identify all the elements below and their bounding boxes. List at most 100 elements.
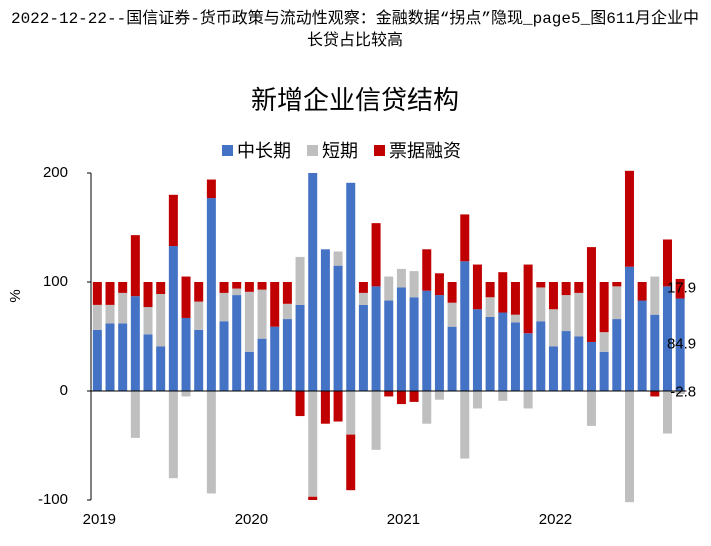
bar	[118, 323, 128, 391]
bar	[244, 351, 254, 391]
bar	[320, 249, 330, 391]
bar	[460, 391, 470, 459]
bar	[675, 298, 685, 391]
bar	[460, 261, 470, 391]
data-label: 84.9	[667, 336, 696, 353]
bar	[650, 314, 660, 391]
bar	[599, 282, 609, 333]
bar	[143, 307, 153, 335]
bar	[358, 282, 368, 293]
bar	[586, 247, 596, 342]
bar	[358, 292, 368, 305]
bar	[333, 251, 343, 266]
bar	[612, 282, 622, 287]
bar	[561, 295, 571, 332]
bar	[384, 300, 394, 391]
bar	[295, 304, 305, 391]
bar	[498, 391, 508, 401]
bar	[130, 391, 140, 438]
bar	[447, 302, 457, 327]
bar	[599, 332, 609, 352]
bar	[371, 286, 381, 391]
bar	[586, 391, 596, 426]
bar	[523, 264, 533, 334]
bar	[244, 291, 254, 352]
bar	[485, 316, 495, 391]
y-tick-label: 100	[43, 273, 68, 290]
bar	[523, 333, 533, 391]
bar	[548, 346, 558, 391]
bar	[92, 329, 102, 391]
bar	[358, 304, 368, 391]
bar	[295, 256, 305, 305]
bar	[105, 304, 115, 324]
bar	[308, 391, 318, 497]
bar	[181, 276, 191, 318]
bar	[384, 391, 394, 397]
bar	[422, 290, 432, 391]
bar	[472, 309, 482, 391]
bar	[434, 295, 444, 391]
legend-swatch	[374, 145, 385, 156]
bar	[624, 391, 634, 503]
bar	[257, 282, 267, 290]
bar	[574, 282, 584, 293]
bar	[346, 182, 356, 391]
bar	[650, 276, 660, 315]
bar	[612, 319, 622, 391]
legend-label: 短期	[322, 141, 358, 161]
page-title: 2022-12-22--国信证券-货币政策与流动性观察：金融数据“拐点”隐现_p…	[10, 10, 700, 50]
legend-swatch	[222, 145, 233, 156]
bar	[92, 282, 102, 305]
bar	[308, 173, 318, 391]
x-tick-label: 2022	[539, 511, 572, 528]
bar	[194, 282, 204, 302]
data-label: -2.8	[670, 383, 696, 400]
bar	[308, 496, 318, 500]
chart-title: 新增企业信贷结构	[251, 85, 459, 115]
bar	[206, 179, 216, 199]
y-tick-label: 200	[43, 164, 68, 181]
bar	[536, 321, 546, 391]
legend-swatch	[307, 145, 318, 156]
bar	[396, 268, 406, 288]
bar	[118, 292, 128, 324]
y-tick-label: -100	[38, 491, 68, 508]
bar	[156, 346, 166, 391]
bar	[270, 282, 280, 327]
bar	[409, 297, 419, 391]
bar	[105, 282, 115, 305]
bar	[447, 282, 457, 303]
bar	[510, 322, 520, 391]
bar	[244, 282, 254, 292]
bar	[282, 303, 292, 320]
x-tick-label: 2020	[235, 511, 268, 528]
bar	[130, 296, 140, 391]
bar	[498, 272, 508, 313]
bar	[662, 391, 672, 434]
bar	[194, 301, 204, 330]
bar	[333, 265, 343, 391]
bar	[346, 391, 356, 435]
bar	[168, 194, 178, 247]
bar	[650, 391, 660, 397]
x-tick-label: 2019	[83, 511, 116, 528]
bar	[574, 292, 584, 337]
bar	[396, 391, 406, 405]
bar	[270, 326, 280, 391]
bar	[586, 341, 596, 391]
bar	[422, 391, 432, 424]
bar	[510, 314, 520, 323]
bar	[396, 287, 406, 391]
bar	[206, 391, 216, 494]
bar	[219, 292, 229, 322]
bar	[561, 282, 571, 296]
bar	[675, 391, 685, 395]
y-tick-label: 0	[60, 382, 68, 399]
bar	[675, 278, 685, 299]
bar	[561, 331, 571, 391]
bar	[194, 329, 204, 391]
bar	[282, 282, 292, 304]
bar	[409, 391, 419, 402]
